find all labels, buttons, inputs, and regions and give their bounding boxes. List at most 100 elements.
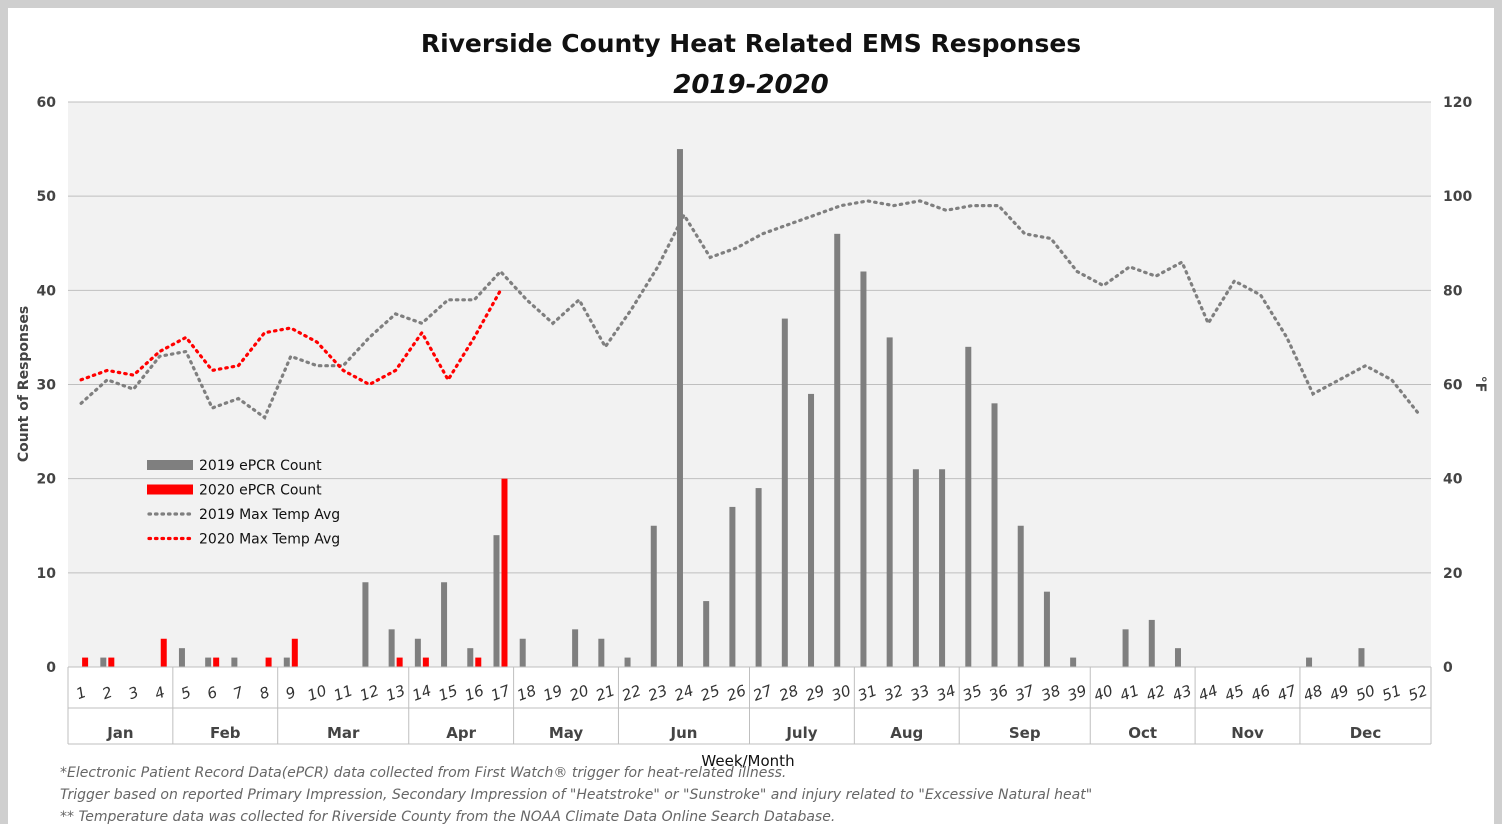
x-tick-label: 13 <box>384 681 408 704</box>
bar-2019 <box>1070 657 1077 667</box>
bar-2020 <box>396 657 403 667</box>
y-tick-right-label: 20 <box>1443 566 1463 582</box>
legend-swatch <box>147 484 193 495</box>
x-tick-label: 18 <box>515 681 539 704</box>
month-label: Apr <box>446 724 476 742</box>
x-tick-label: 19 <box>541 681 565 704</box>
bar-2019 <box>834 233 841 668</box>
chart-subtitle: 2019-2020 <box>673 70 829 100</box>
y-tick-left-label: 10 <box>37 566 57 582</box>
x-tick-label: 51 <box>1380 681 1404 704</box>
bar-2019 <box>205 657 212 667</box>
x-tick-label: 10 <box>305 681 329 704</box>
y-tick-left-label: 50 <box>37 189 57 205</box>
x-tick-label: 29 <box>803 681 827 704</box>
bar-2020 <box>501 478 508 667</box>
y-tick-left-label: 60 <box>37 95 57 111</box>
bar-2019 <box>231 657 238 667</box>
month-label: Feb <box>210 724 241 742</box>
bar-2020 <box>265 657 272 667</box>
legend-swatch <box>147 460 193 470</box>
y-tick-left-label: 0 <box>46 660 56 676</box>
bar-2019 <box>781 318 788 667</box>
bar-2019 <box>676 149 683 668</box>
bar-2019 <box>965 346 972 667</box>
legend-label: 2019 ePCR Count <box>199 458 322 474</box>
x-tick-label: 50 <box>1353 681 1377 704</box>
bar-2019 <box>1017 525 1024 667</box>
bar-2019 <box>598 638 605 667</box>
x-tick-label: 14 <box>410 681 434 704</box>
y-tick-left-label: 40 <box>37 283 57 299</box>
x-tick-label: 42 <box>1144 681 1168 704</box>
month-label: Sep <box>1009 724 1041 742</box>
y-axis-right-label: °F <box>1472 376 1488 393</box>
footnote-1: *Electronic Patient Record Data(ePCR) da… <box>60 765 786 781</box>
y-tick-right-label: 100 <box>1443 189 1472 205</box>
bar-2020 <box>213 657 220 667</box>
x-tick-label: 52 <box>1406 681 1430 704</box>
bar-2019 <box>1174 648 1181 667</box>
bar-2020 <box>82 657 89 667</box>
line-series <box>79 199 1420 420</box>
month-label: Oct <box>1128 724 1157 742</box>
x-tick-label: 21 <box>593 681 617 704</box>
bar-2019 <box>729 506 736 667</box>
y-tick-right-label: 40 <box>1443 472 1463 488</box>
bar-2019 <box>1043 591 1050 667</box>
bar-2019 <box>441 582 448 667</box>
month-label: July <box>785 724 817 742</box>
bar-2019 <box>808 393 815 667</box>
x-tick-label: 23 <box>646 681 670 704</box>
x-tick-label: 44 <box>1196 681 1220 704</box>
bar-2019 <box>178 648 185 667</box>
x-tick-label: 49 <box>1327 681 1351 704</box>
legend: 2019 ePCR Count 2020 ePCR Count 2019 Max T… <box>147 458 340 548</box>
x-tick-label: 37 <box>1013 681 1038 705</box>
bar-2020 <box>291 638 298 667</box>
bar-2019 <box>1358 648 1365 667</box>
bar-2020 <box>160 638 167 667</box>
x-tick-label: 16 <box>462 681 486 704</box>
bar-2019 <box>860 271 867 667</box>
bar-2019 <box>1148 619 1155 667</box>
bar-2019 <box>467 648 474 667</box>
x-axis-label: Week/Month <box>701 752 794 770</box>
x-tick-label: 15 <box>436 681 460 704</box>
y-axis-left-label: Count of Responses <box>16 306 32 462</box>
month-label: Aug <box>890 724 923 742</box>
x-tick-label: 20 <box>567 681 591 704</box>
x-tick-label: 24 <box>672 681 696 704</box>
x-tick-label: 46 <box>1249 681 1273 704</box>
bar-2019 <box>572 629 579 667</box>
x-tick-label: 39 <box>1065 681 1089 704</box>
bar-2019 <box>650 525 657 667</box>
x-tick-label: 26 <box>724 681 748 704</box>
bar-2019 <box>362 582 369 667</box>
x-tick-label: 45 <box>1222 681 1246 704</box>
chart-title: Riverside County Heat Related EMS Respon… <box>421 29 1081 58</box>
x-tick-label: 11 <box>331 681 355 704</box>
legend-label: 2020 Max Temp Avg <box>199 532 340 548</box>
bar-2019 <box>1122 629 1129 667</box>
bar-2019 <box>755 488 762 667</box>
x-tick-label: 40 <box>1091 681 1115 704</box>
x-tick-label: 35 <box>960 681 984 704</box>
footnote-3: ** Temperature data was collected for Ri… <box>60 809 835 824</box>
y-tick-right-label: 120 <box>1443 95 1472 111</box>
legend-label: 2020 ePCR Count <box>199 483 322 499</box>
y-tick-right-label: 60 <box>1443 378 1463 394</box>
month-label: Nov <box>1231 724 1264 742</box>
x-tick-label: 22 <box>619 681 643 704</box>
y-tick-right-label: 0 <box>1443 660 1453 676</box>
x-tick-label: 28 <box>777 681 801 704</box>
x-tick-label: 34 <box>934 681 958 704</box>
bar-series <box>82 149 1365 668</box>
x-tick-label: 41 <box>1118 681 1142 704</box>
bar-2020 <box>108 657 115 667</box>
x-tick-label: 36 <box>986 681 1010 704</box>
legend-label: 2019 Max Temp Avg <box>199 507 340 523</box>
